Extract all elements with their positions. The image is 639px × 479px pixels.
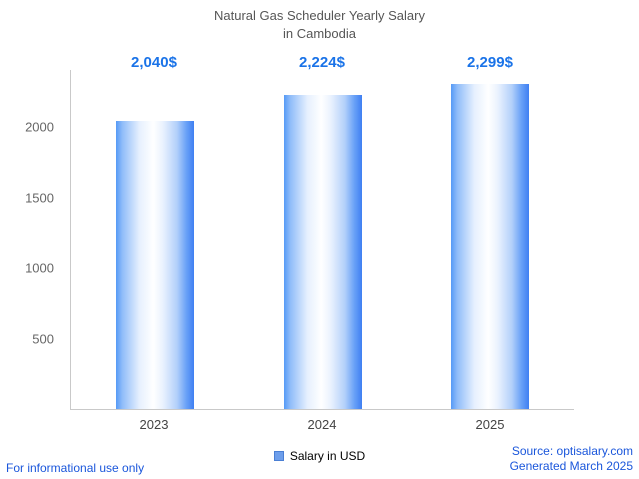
plot-area: [70, 70, 574, 410]
x-axis-labels: 2023 2024 2025: [70, 417, 574, 432]
chart-title-line2: in Cambodia: [283, 25, 356, 41]
bar-cell: [239, 70, 407, 409]
source-block: Source: optisalary.com Generated March 2…: [510, 444, 633, 475]
bar-2024[interactable]: [283, 94, 362, 409]
legend: Salary in USD: [0, 449, 639, 463]
bar-2023[interactable]: [115, 120, 194, 409]
bar-2025[interactable]: [451, 84, 530, 409]
y-tick-label: 1000: [25, 260, 54, 276]
disclaimer-text: For informational use only: [6, 461, 145, 475]
legend-swatch-icon: [273, 451, 284, 461]
x-tick-label: 2025: [475, 417, 505, 432]
x-tick-label: 2023: [139, 417, 169, 432]
legend-label: Salary in USD: [289, 449, 366, 463]
source-text: Source: optisalary.com: [511, 443, 633, 458]
y-tick-label: 2000: [25, 119, 54, 135]
bar-value-label: 2,224$: [299, 54, 345, 71]
chart-title-line1: Natural Gas Scheduler Yearly Salary: [213, 8, 425, 23]
y-tick-label: 1500: [25, 190, 54, 205]
generated-text: Generated March 2025: [509, 459, 633, 474]
value-labels-row: 2,040$ 2,224$ 2,299$: [70, 54, 574, 71]
bar-value-label: 2,299$: [467, 54, 513, 71]
bar-cell: [406, 70, 574, 409]
bar-value-label: 2,040$: [131, 54, 177, 71]
y-tick-label: 500: [32, 331, 54, 347]
x-tick-label: 2024: [307, 417, 337, 432]
bar-cell: [71, 70, 239, 409]
chart-title: Natural Gas Scheduler Yearly Salary in C…: [0, 7, 639, 42]
y-axis-labels: 500 1000 1500 2000: [0, 70, 62, 410]
